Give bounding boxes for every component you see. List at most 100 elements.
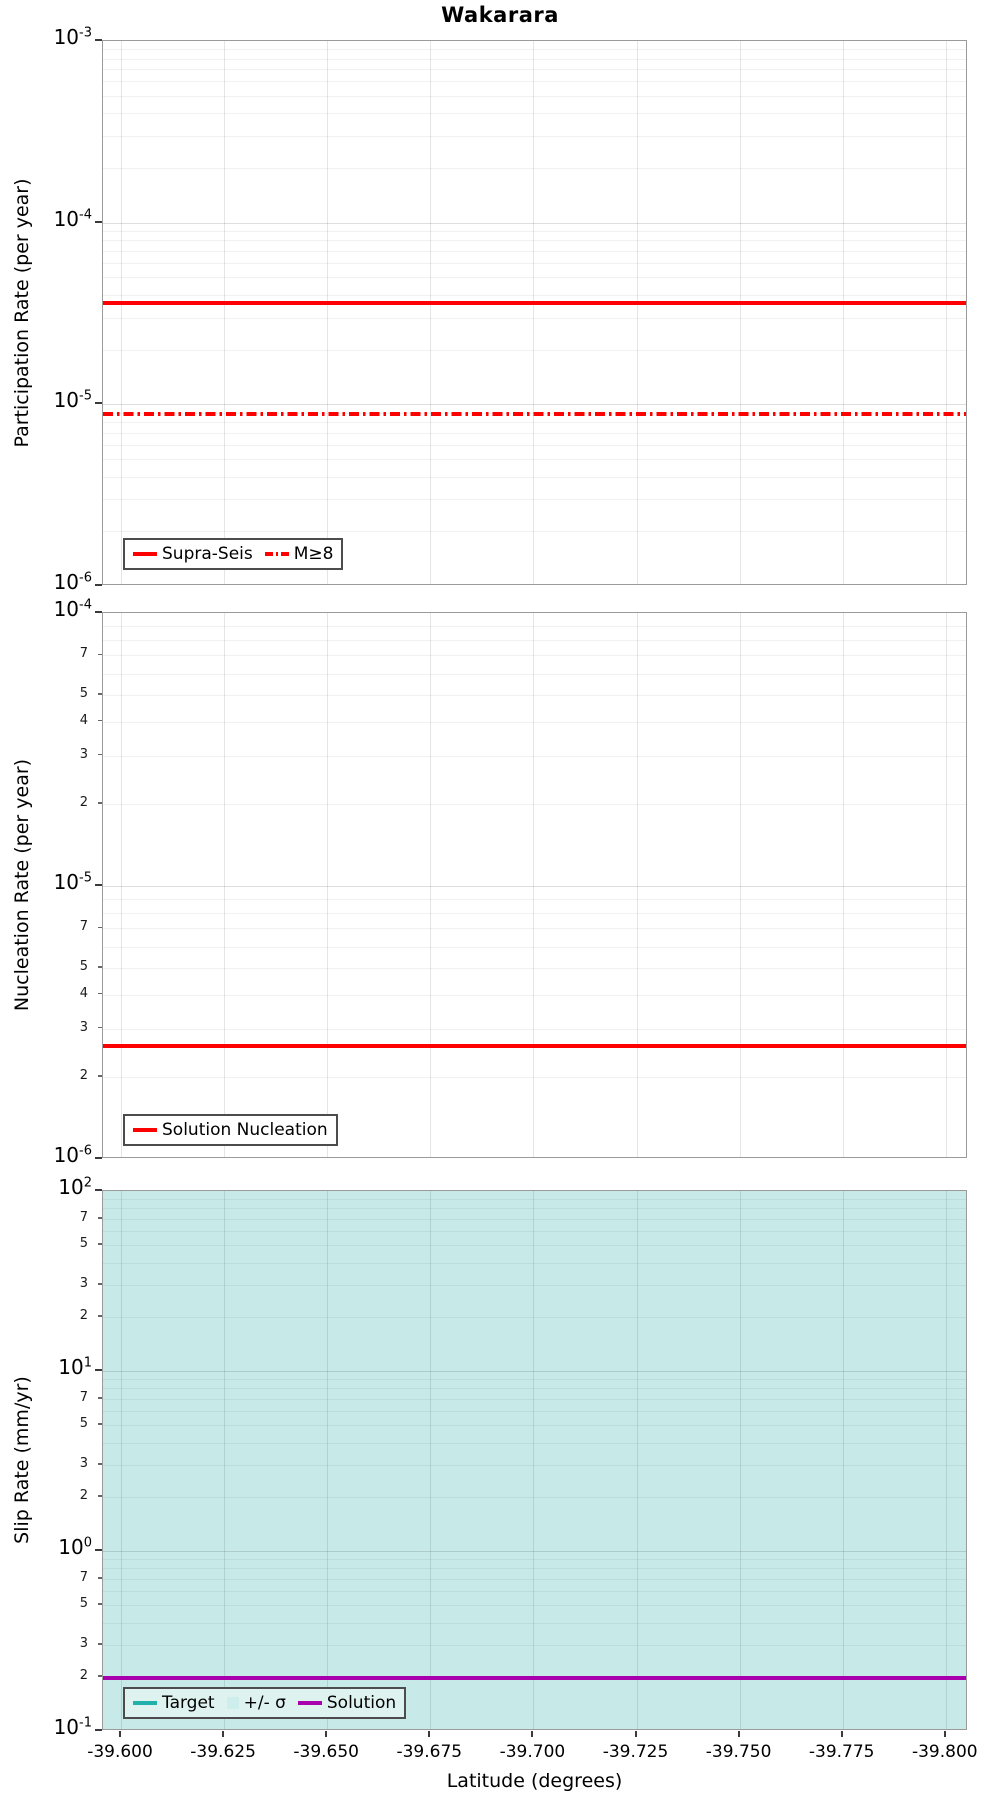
minor-gridline	[103, 1218, 966, 1220]
legend-swatch-solid	[133, 1128, 157, 1132]
vertical-gridline	[430, 41, 432, 584]
vertical-gridline	[945, 613, 947, 1157]
vertical-gridline	[945, 41, 947, 584]
y-minor-tick-label: 2	[79, 1487, 88, 1503]
x-tick-mark	[943, 1731, 946, 1737]
minor-gridline	[103, 755, 966, 757]
legend-participation: Supra-Seis M≥8	[123, 538, 344, 570]
x-tick-mark	[222, 1731, 225, 1737]
x-tick-label: -39.800	[911, 1742, 978, 1762]
y-minor-tick-mark	[98, 1495, 102, 1497]
minor-gridline	[103, 1028, 966, 1030]
legend-slip-rate: Target +/- σ Solution	[123, 1687, 407, 1719]
minor-gridline	[103, 459, 966, 460]
x-axis-label: Latitude (degrees)	[446, 1770, 623, 1792]
plot-panel-slip-rate	[102, 1190, 967, 1730]
x-tick-label: -39.750	[705, 1742, 772, 1762]
major-gridline	[103, 404, 966, 406]
y-minor-tick-label: 5	[79, 1236, 88, 1252]
minor-gridline	[103, 349, 966, 351]
minor-gridline	[103, 136, 966, 137]
vertical-gridline	[121, 41, 122, 584]
series-line-solution	[103, 1676, 966, 1681]
y-minor-tick-mark	[98, 1463, 102, 1465]
minor-gridline	[103, 994, 966, 996]
x-tick-mark	[737, 1731, 740, 1737]
y-minor-tick-label: 3	[79, 746, 88, 762]
vertical-gridline	[636, 1191, 638, 1729]
x-tick-mark	[531, 1731, 534, 1737]
minor-gridline	[103, 58, 966, 60]
y-minor-tick-mark	[98, 1075, 102, 1077]
minor-gridline	[103, 476, 966, 478]
x-tick-label: -39.700	[499, 1742, 566, 1762]
vertical-gridline	[224, 41, 226, 584]
vertical-gridline	[636, 613, 638, 1157]
y-major-tick-label: 10-1	[53, 1715, 92, 1739]
major-gridline	[103, 886, 966, 887]
vertical-gridline	[636, 41, 638, 584]
minor-gridline	[103, 968, 966, 970]
vertical-gridline	[842, 41, 844, 584]
y-minor-tick-mark	[98, 653, 102, 655]
x-tick-label: -39.625	[190, 1742, 256, 1762]
y-minor-tick-label: 3	[79, 1019, 88, 1035]
minor-gridline	[103, 1559, 966, 1561]
minor-gridline	[103, 1230, 966, 1232]
vertical-gridline	[533, 613, 535, 1157]
minor-gridline	[103, 1465, 966, 1467]
x-tick-label: -39.600	[87, 1742, 153, 1762]
legend-swatch-solid	[297, 1701, 322, 1705]
series-line-m-8	[103, 411, 966, 416]
legend-item-solution: Solution	[297, 1693, 396, 1713]
vertical-gridline	[945, 1191, 947, 1729]
y-major-tick-label: 10-6	[53, 570, 92, 594]
y-minor-tick-label: 7	[79, 919, 88, 935]
x-tick-mark	[119, 1731, 121, 1737]
vertical-gridline	[430, 613, 432, 1157]
legend-swatch-patch	[226, 1697, 239, 1709]
y-minor-tick-mark	[98, 1603, 102, 1605]
y-tick-mark	[95, 1157, 102, 1159]
x-tick-label: -39.650	[293, 1742, 359, 1762]
y-minor-tick-mark	[98, 802, 102, 804]
plot-panel-participation	[102, 40, 967, 585]
minor-gridline	[103, 1425, 966, 1427]
y-tick-mark	[95, 39, 102, 41]
y-minor-tick-mark	[98, 1397, 102, 1399]
vertical-gridline	[842, 1191, 844, 1729]
minor-gridline	[103, 1379, 966, 1381]
minor-gridline	[103, 1262, 966, 1264]
y-minor-tick-mark	[98, 1643, 102, 1645]
vertical-gridline	[533, 1191, 535, 1729]
y-minor-tick-label: 5	[79, 959, 88, 975]
y-tick-mark	[95, 884, 102, 886]
minor-gridline	[103, 928, 966, 930]
minor-gridline	[103, 69, 966, 71]
vertical-gridline	[121, 613, 122, 1157]
minor-gridline	[103, 295, 966, 296]
y-minor-tick-mark	[98, 1243, 102, 1245]
minor-gridline	[103, 946, 966, 948]
vertical-gridline	[842, 613, 844, 1157]
y-tick-mark	[95, 1369, 102, 1371]
y-minor-tick-label: 5	[79, 686, 88, 702]
y-minor-tick-label: 4	[79, 985, 88, 1001]
minor-gridline	[103, 250, 966, 252]
legend-nucleation: Solution Nucleation	[123, 1114, 338, 1146]
y-minor-tick-mark	[98, 719, 102, 722]
minor-gridline	[103, 81, 966, 83]
vertical-gridline	[121, 1191, 122, 1729]
minor-gridline	[103, 1590, 966, 1592]
minor-gridline	[103, 721, 966, 723]
x-tick-label: -39.675	[396, 1742, 463, 1762]
y-major-tick-label: 10-5	[53, 870, 92, 894]
minor-gridline	[103, 1568, 966, 1570]
major-gridline	[103, 1371, 966, 1372]
minor-gridline	[103, 1410, 966, 1412]
series-line-solution-nucleation	[103, 1043, 966, 1048]
y-axis-label-nucleation: Nucleation Rate (per year)	[11, 758, 33, 1012]
plot-panel-nucleation	[102, 612, 967, 1158]
y-minor-tick-mark	[98, 1577, 102, 1579]
minor-gridline	[103, 113, 966, 115]
